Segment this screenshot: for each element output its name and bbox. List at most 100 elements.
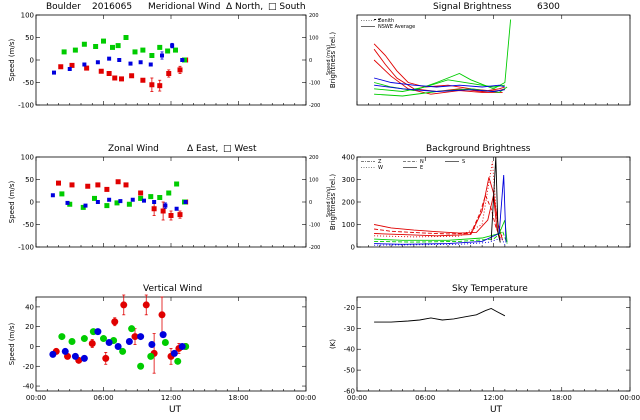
meridional-point-blue [52, 70, 56, 75]
meridional-point-green [93, 44, 99, 49]
zonal-yticklabel: -50 [23, 221, 34, 229]
zonal-point-red [95, 182, 101, 188]
zonal-point-green [59, 191, 65, 197]
background-legend-label: E [420, 165, 423, 171]
vertical-point-green [147, 352, 155, 360]
meridional-point-green [110, 44, 115, 50]
zonal-point-blue [183, 200, 188, 204]
signal-series-red-line [373, 43, 506, 92]
sky-series-black-line [374, 308, 506, 323]
meridional-point-red [149, 82, 155, 88]
background-yticklabel: 0 [351, 244, 355, 252]
meridional-ylabel-right: Speed (m/s) [326, 45, 332, 75]
signal-legend-label: NSWE Average [378, 24, 415, 30]
vertical-point-green [161, 339, 169, 347]
panel-background: 0 100 200 300 400 Brightness (rel.) Z N S W E [329, 154, 631, 252]
panel-vertical: 00:00 06:00 12:00 18:00 00:00 -40 -20 0 20 40 Spee… [8, 294, 316, 402]
sky-xticklabel: 00:00 [347, 394, 367, 402]
meridional-point-green [132, 49, 138, 55]
vertical-xticklabel: 12:00 [161, 394, 181, 402]
meridional-point-red [98, 68, 104, 74]
background-legend-label: S [462, 159, 465, 165]
vertical-point-blue [61, 347, 69, 355]
vertical-point-blue [137, 333, 145, 341]
meridional-point-blue [107, 56, 112, 61]
background-series-red-line [374, 177, 504, 241]
zonal-yticklabel-right: 0 [309, 200, 312, 206]
background-yticklabel: 100 [342, 221, 355, 229]
meridional-point-blue [138, 60, 143, 65]
zonal-point-blue [142, 198, 146, 203]
background-legend-label: Z [378, 159, 382, 165]
background-yticklabel: 300 [342, 176, 355, 184]
zonal-frame [35, 156, 307, 248]
meridional-point-green [157, 44, 163, 50]
vertical-point-red [111, 318, 119, 326]
vertical-point-green [137, 362, 145, 370]
vertical-point-blue [125, 338, 133, 346]
meridional-point-green [165, 48, 171, 54]
vertical-xticklabel: 00:00 [296, 394, 316, 402]
meridional-yticklabel-right: -100 [309, 81, 320, 87]
zonal-point-red [168, 213, 174, 218]
zonal-point-red [151, 206, 157, 212]
sky-yticklabel: -20 [344, 304, 355, 312]
sky-yticklabel: -30 [344, 325, 355, 333]
sky-yticklabel: -60 [344, 388, 355, 396]
zonal-yticklabel-right: 100 [309, 178, 319, 184]
zonal-point-blue [152, 200, 157, 204]
zonal-point-blue [65, 200, 70, 205]
title-meridional-north: Δ North, [226, 2, 263, 12]
background-series-black-line [490, 157, 501, 243]
vertical-point-green [100, 335, 107, 343]
meridional-yticklabel-right: -200 [309, 103, 320, 109]
meridional-point-green [182, 57, 187, 63]
vertical-point-blue [105, 339, 113, 347]
title-meridional: Boulder 2016065 Meridional Wind Δ North,… [46, 2, 306, 12]
meridional-yticklabel: -100 [18, 102, 34, 110]
background-yticklabel: 200 [342, 199, 355, 207]
vertical-point-red [142, 301, 150, 309]
zonal-point-red [123, 182, 129, 188]
vertical-point-green [128, 325, 136, 333]
meridional-frame [35, 14, 307, 106]
signal-legend-label: Zenith [378, 18, 394, 24]
title-vertical: Vertical Wind [143, 284, 202, 294]
sky-yticklabel: -40 [344, 346, 355, 354]
background-series-red-line [374, 195, 501, 241]
meridional-point-blue [180, 58, 185, 62]
vertical-yticklabel: 0 [30, 343, 34, 351]
title-sky: Sky Temperature [452, 284, 528, 294]
meridional-point-green [72, 47, 78, 53]
zonal-point-green [157, 195, 163, 200]
meridional-point-blue [82, 62, 87, 67]
meridional-yticklabel: -50 [23, 79, 34, 87]
vertical-point-blue [80, 354, 88, 362]
zonal-point-green [126, 201, 132, 207]
meridional-point-red [166, 71, 172, 76]
zonal-yticklabel: 0 [30, 199, 34, 207]
vertical-point-blue [49, 350, 57, 358]
meridional-yticklabel: 50 [25, 34, 34, 42]
vertical-point-red [102, 354, 110, 362]
title-signal: Signal Brightness [433, 2, 512, 12]
title-station: Boulder [46, 2, 81, 12]
zonal-point-green [80, 204, 86, 210]
meridional-point-green [115, 43, 121, 49]
vertical-frame [35, 296, 307, 392]
vertical-point-blue [148, 340, 156, 348]
sky-xticklabel: 18:00 [552, 394, 572, 402]
zonal-yticklabel: -100 [18, 244, 34, 252]
meridional-point-red [129, 73, 135, 79]
zonal-point-red [115, 179, 121, 185]
title-meridional-main: Meridional Wind [148, 2, 220, 12]
vertical-xticklabel: 18:00 [228, 394, 248, 402]
vertical-point-blue [71, 352, 79, 360]
zonal-point-blue [118, 199, 123, 204]
signal-series-red-line [373, 59, 503, 95]
meridional-yticklabel-right: 100 [309, 36, 319, 42]
vertical-yticklabel: -40 [23, 383, 34, 391]
meridional-point-blue [148, 62, 153, 67]
meridional-point-green [173, 47, 178, 53]
sky-yticklabel: -50 [344, 367, 355, 375]
